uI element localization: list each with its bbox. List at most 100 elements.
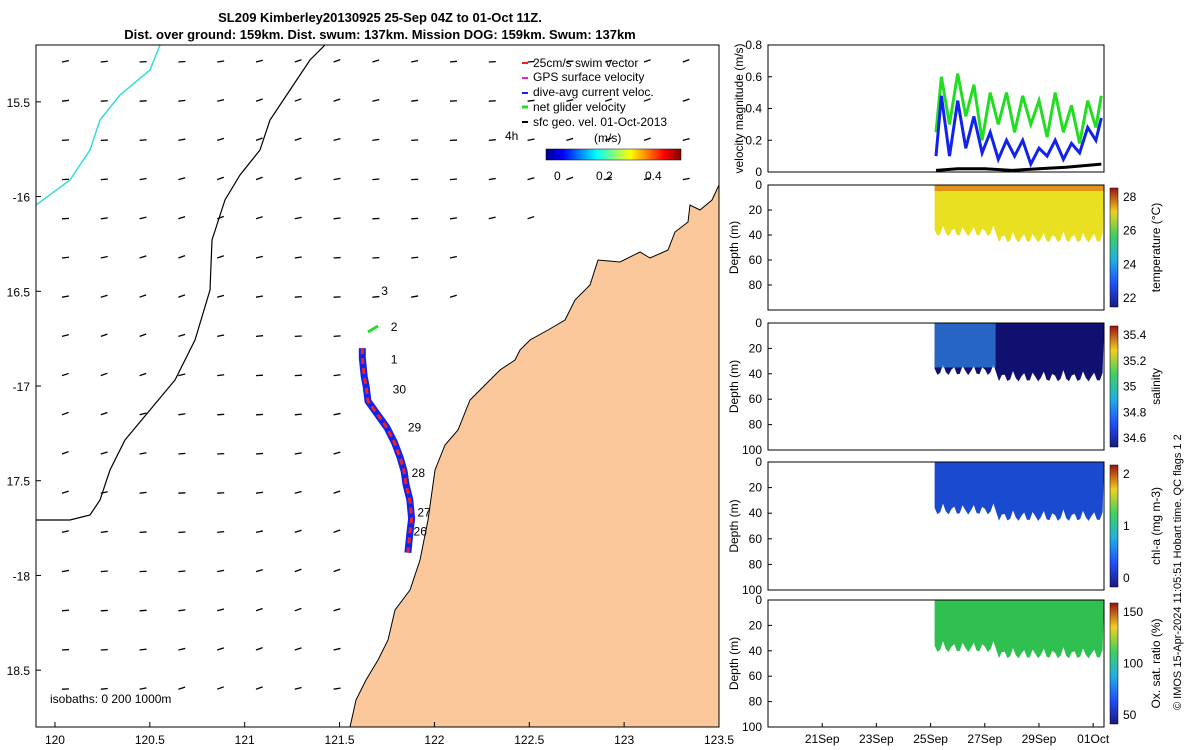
velocity-arrow	[61, 530, 69, 534]
land-area	[349, 184, 719, 727]
velocity-arrow	[217, 334, 225, 338]
velocity-arrow	[178, 215, 186, 220]
velocity-arrow	[372, 295, 380, 298]
velocity-arrow	[449, 217, 458, 220]
velocity-arrow	[643, 98, 651, 102]
series-green	[934, 73, 1103, 144]
velocity-arrow	[411, 256, 419, 259]
cbar-tick-2: 0.4	[645, 169, 662, 183]
velocity-arrow	[527, 60, 535, 63]
velocity-arrow	[216, 255, 225, 259]
ytick-label: 80	[749, 557, 763, 571]
velocity-arrow	[333, 608, 341, 612]
velocity-arrow	[643, 177, 651, 181]
velocity-arrow	[139, 139, 147, 142]
velocity-arrow	[255, 137, 263, 142]
cbar-tick-label: 34.8	[1123, 405, 1147, 419]
velocity-arrow	[333, 177, 341, 181]
velocity-arrow	[372, 178, 380, 181]
velocity-arrow	[411, 295, 419, 298]
velocity-arrow	[61, 334, 69, 338]
velocity-arrow	[216, 176, 225, 181]
velocity-arrow	[139, 609, 147, 612]
velocity-arrow	[61, 59, 69, 63]
velocity-arrow	[217, 99, 225, 102]
ytick-label: 100	[742, 720, 762, 734]
panel-frame	[767, 599, 1105, 728]
day-label: 3	[381, 284, 388, 298]
velocity-arrow	[294, 137, 302, 142]
velocity-arrow	[100, 217, 108, 220]
velocity-arrow	[294, 295, 302, 298]
map-ytick-label: 18.5	[7, 664, 31, 678]
velocity-arrow	[449, 255, 457, 259]
panel-oxygen: 50 100 150 Ox. sat. ratio (%) 0 20 40 60 80 100 De…	[727, 593, 1163, 746]
velocity-arrow	[255, 686, 263, 690]
velocity-arrow	[178, 452, 186, 455]
credit-text: © IMOS 15-Apr-2024 11:05:51 Hobart time.…	[1172, 434, 1184, 710]
velocity-arrow	[333, 687, 341, 690]
panel-frame	[767, 184, 1105, 311]
velocity-arrow	[643, 59, 651, 63]
velocity-arrow	[682, 59, 690, 63]
ytick-label: 100	[742, 583, 762, 597]
velocity-arrow	[255, 569, 263, 573]
cbar-label-salinity: salinity	[1149, 368, 1163, 405]
surface-velocity-vectors	[61, 59, 690, 690]
velocity-arrow	[411, 59, 419, 63]
velocity-arrow	[61, 372, 69, 377]
ytick-label: 20	[749, 203, 763, 217]
velocity-arrow	[216, 215, 224, 220]
cbar-tick-label: 1	[1123, 519, 1130, 533]
legend-net: net glider velocity	[533, 100, 626, 114]
map-ytick-label: 17.5	[7, 475, 31, 489]
ylabel-depth: Depth (m)	[727, 499, 741, 552]
velocity-arrow	[61, 490, 69, 494]
ytick-label: 0	[755, 178, 762, 192]
section-surface	[934, 185, 1104, 191]
velocity-arrow	[449, 294, 457, 298]
cbar-tick-label: 26	[1123, 224, 1137, 238]
velocity-arrow	[178, 177, 186, 181]
velocity-arrow	[61, 139, 70, 142]
velocity-arrow	[139, 216, 147, 220]
velocity-arrow	[178, 99, 186, 102]
velocity-arrow	[333, 98, 341, 102]
cbar-tick-label: 22	[1123, 291, 1137, 305]
velocity-arrow	[217, 374, 225, 377]
map-xtick-label: 122.5	[514, 733, 544, 747]
velocity-arrow	[333, 374, 341, 377]
velocity-arrow	[411, 99, 419, 102]
velocity-arrow	[139, 177, 147, 181]
panel-temperature: 22 24 26 28 temperature (°C) 0 20 40 60 80 Depth (…	[727, 178, 1163, 311]
net-velocity-mark	[367, 324, 379, 334]
ytick-label: 0	[755, 165, 762, 179]
legend-dive: dive-avg current veloc.	[533, 85, 654, 99]
velocity-arrow	[333, 490, 341, 494]
velocity-arrow	[217, 137, 225, 142]
velocity-arrow	[604, 137, 613, 142]
ylabel-depth: Depth (m)	[727, 637, 741, 690]
velocity-arrow	[566, 176, 574, 181]
map-ytick-label: -18	[13, 569, 31, 583]
xtick-label: 25Sep	[913, 732, 948, 746]
ytick-label: 0.8	[745, 38, 762, 52]
map-xtick-label: 121.5	[325, 733, 355, 747]
velocity-arrow	[61, 569, 70, 573]
velocity-arrow	[139, 255, 147, 259]
velocity-arrow	[139, 648, 147, 651]
velocity-arrow	[488, 139, 496, 142]
ytick-label: 60	[749, 392, 763, 406]
velocity-arrow	[294, 686, 302, 690]
velocity-arrow	[100, 411, 108, 416]
velocity-arrow	[255, 530, 263, 534]
panel-frame	[767, 322, 1105, 451]
velocity-arrow	[372, 59, 380, 63]
velocity-arrow	[294, 647, 302, 651]
cbar-tick-label: 35.2	[1123, 354, 1147, 368]
velocity-arrow	[178, 333, 186, 338]
ytick-label: 60	[749, 253, 763, 267]
velocity-arrow	[100, 570, 108, 573]
section-patch	[934, 323, 996, 368]
velocity-arrow	[255, 295, 264, 298]
